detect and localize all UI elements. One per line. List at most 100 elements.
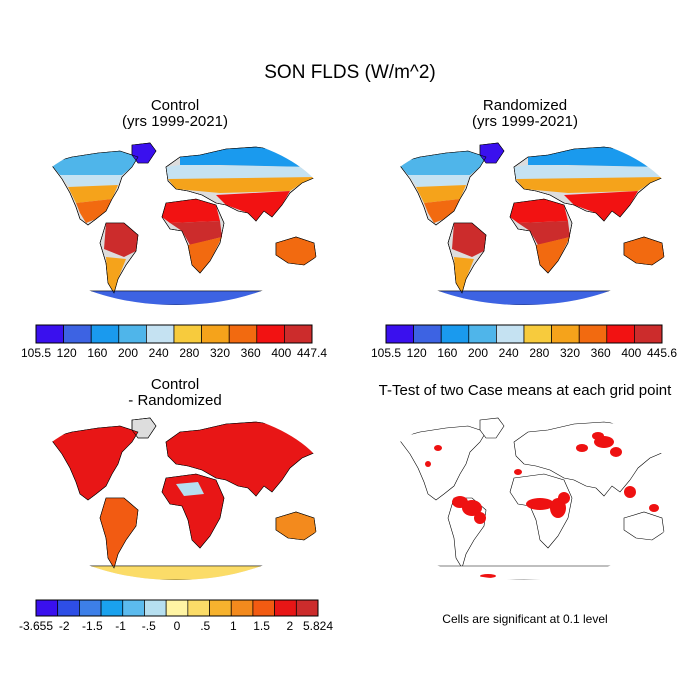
control-colorbar-label-1: 120 [57,346,77,360]
randomized-colorbar-label-4: 240 [499,346,519,360]
difference-colorbar-swatch-8 [209,599,232,617]
control-panel-title: Control (yrs 1999-2021) [75,98,275,130]
randomized-zone-africa-south [536,237,570,273]
randomized-panel-title: Randomized (yrs 1999-2021) [425,98,625,130]
control-zone-south-asia [216,191,290,221]
randomized-colorbar-swatch-8 [606,324,635,344]
randomized-coast-australia [623,236,665,266]
control-zone-north-america-arctic [50,151,138,175]
randomized-zone-africa-north [510,199,568,223]
control-colorbar-label-5: 280 [179,346,199,360]
randomized-coast-greenland [479,142,505,164]
control-colorbar-label-4: 240 [149,346,169,360]
difference-coast-greenland [131,417,157,439]
ttest-significant-cell-17 [592,432,604,440]
randomized-zone-africa-central [518,221,570,245]
control-colorbar-swatch-7 [228,324,258,344]
control-colorbar-frame [35,324,313,344]
difference-coast-australia [275,511,317,541]
difference-zone-antarctica-diff [32,566,320,580]
randomized-colorbar-label-6: 320 [560,346,580,360]
control-zone-africa-south [188,237,222,273]
randomized-zone-north-america-boreal [408,175,470,187]
ttest-land-australia [623,511,665,541]
randomized-map [368,133,680,305]
ttest-significant-cell-11 [434,445,442,451]
control-colorbar-label-3: 200 [118,346,138,360]
control-colorbar-swatch-1 [63,324,92,344]
difference-zone-north-america-diff [50,426,138,500]
ttest-panel-title: T-Test of two Case means at each grid po… [350,383,700,399]
control-colorbar-swatch-9 [284,324,313,344]
randomized-title: Randomized [482,97,568,114]
difference-zone-sahara-diff [176,482,204,496]
difference-coast-africa [161,473,225,549]
control-zone-australia-interior [276,237,316,265]
ttest-significant-cell-3 [526,498,554,510]
control-subtitle: (yrs 1999-2021) [122,113,228,130]
difference-coast-northAmerica [49,425,139,501]
randomized-colorbar-label-9: 445.6 [647,346,677,360]
control-colorbar-label-6: 320 [210,346,230,360]
difference-colorbar-swatch-0 [35,599,59,617]
control-zone-africa-north [162,199,220,223]
significance-note: Cells are significant at 0.1 level [442,612,608,626]
ttest-significant-cell-1 [462,500,482,516]
randomized-colorbar-swatch-7 [578,324,608,344]
difference-colorbar-label-4: -.5 [142,619,156,633]
ttest-significant-cell-6 [576,444,588,452]
difference-zone-south-america-diff [100,498,138,568]
randomized-colorbar-label-1: 120 [407,346,427,360]
control-colorbar: 105.5 120 160 200 240 280 320 360 400 447.4 [21,324,327,360]
randomized-zone-eurasia-boreal [514,165,664,179]
randomized-colorbar-swatch-5 [523,324,552,344]
ttest-map [368,408,680,580]
ttest-land-greenland [479,417,505,439]
difference-colorbar-swatch-3 [100,599,124,617]
randomized-zone-south-asia [564,191,638,221]
randomized-colorbar: 105.5 120 160 200 240 280 320 360 400 445.6 [371,324,677,360]
difference-colorbar-label-1: -2 [59,619,70,633]
control-colorbar-swatch-0 [35,324,64,344]
ttest-land-layer [379,417,673,580]
difference-colorbar-swatch-10 [252,599,275,617]
ttest-title: T-Test of two Case means at each grid po… [378,382,672,399]
randomized-zone-australia-interior [624,237,664,265]
control-colorbar-swatch-4 [146,324,175,344]
difference-colorbar-swatch-9 [230,599,254,617]
control-zone-greenland-ice [132,143,156,163]
difference-colorbar-label-9: 2 [286,619,293,633]
ttest-land-northAmerica [397,425,487,501]
control-coast-africa [161,198,225,274]
randomized-colorbar-frame [385,324,663,344]
randomized-colorbar-label-2: 160 [437,346,457,360]
control-coast-australia [275,236,317,266]
difference-zone-eurasia-diff [166,422,324,496]
ttest-significant-cell-9 [624,486,636,498]
control-colorbar-label-7: 360 [241,346,261,360]
randomized-colorbar-label-7: 360 [591,346,611,360]
control-coast-greenland [131,142,157,164]
control-colorbar-label-0: 105.5 [21,346,51,360]
ttest-significant-cell-13 [514,469,522,475]
randomized-zone-greenland-ice [480,143,504,163]
control-zone-north-america-temperate [68,185,118,203]
difference-colorbar-label-10: 5.824 [303,619,333,633]
control-colorbar-label-8: 400 [271,346,291,360]
control-zone-south-america-tropics [104,223,138,257]
ttest-significant-cell-12 [425,461,431,467]
ttest-significant-cell-5 [558,492,570,504]
figure-title: SON FLDS (W/m^2) [264,62,436,83]
randomized-zone-eurasia-temperate [516,177,664,193]
randomized-colorbar-label-3: 200 [468,346,488,360]
randomized-colorbar-label-5: 280 [529,346,549,360]
difference-colorbar-label-7: 1 [230,619,237,633]
difference-colorbar-label-3: -1 [115,619,126,633]
ttest-land-eurasia [513,421,673,497]
control-zone-africa-central [170,221,222,245]
randomized-colorbar-label-0: 105.5 [371,346,401,360]
control-zone-eurasia-temperate [168,177,316,193]
ttest-land-africa [509,473,573,549]
randomized-colorbar-swatch-4 [496,324,525,344]
